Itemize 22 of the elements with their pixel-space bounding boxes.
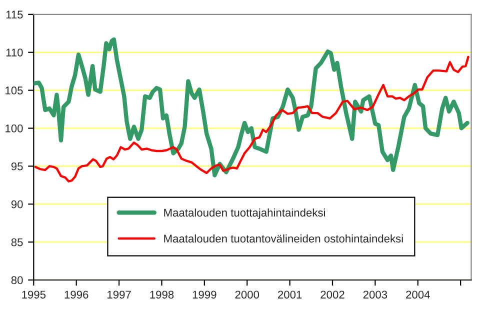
y-tick-label: 90 bbox=[11, 200, 23, 208]
y-tick-label: 95 bbox=[11, 162, 23, 170]
x-tick-label: 1996 bbox=[64, 290, 88, 299]
line-series bbox=[34, 37, 470, 178]
x-tick-label: 1997 bbox=[108, 290, 131, 299]
x-tick-label: 2001 bbox=[278, 290, 302, 299]
y-tick-label: 85 bbox=[11, 238, 23, 246]
x-tick-label: 1995 bbox=[22, 290, 46, 299]
y-tick-label: 105 bbox=[6, 86, 23, 94]
y-tick-label: 80 bbox=[11, 276, 23, 284]
x-tick-label: 1999 bbox=[192, 290, 216, 299]
x-tick-label: 2003 bbox=[363, 290, 388, 299]
y-tick-label: 115 bbox=[6, 10, 23, 19]
y-tick-label: 110 bbox=[6, 48, 23, 56]
legend-label: Maatalouden tuottajahintaindeksi bbox=[164, 208, 325, 219]
x-tick-label: 2004 bbox=[406, 290, 430, 299]
legend-label: Maatalouden tuotantovälineiden ostohintaindeksi bbox=[164, 234, 403, 243]
line-series bbox=[34, 56, 470, 182]
x-tick-label: 1998 bbox=[150, 290, 174, 299]
x-tick-label: 2002 bbox=[320, 290, 344, 299]
x-tick-label: 2000 bbox=[235, 290, 260, 299]
y-tick-label: 100 bbox=[6, 124, 23, 132]
